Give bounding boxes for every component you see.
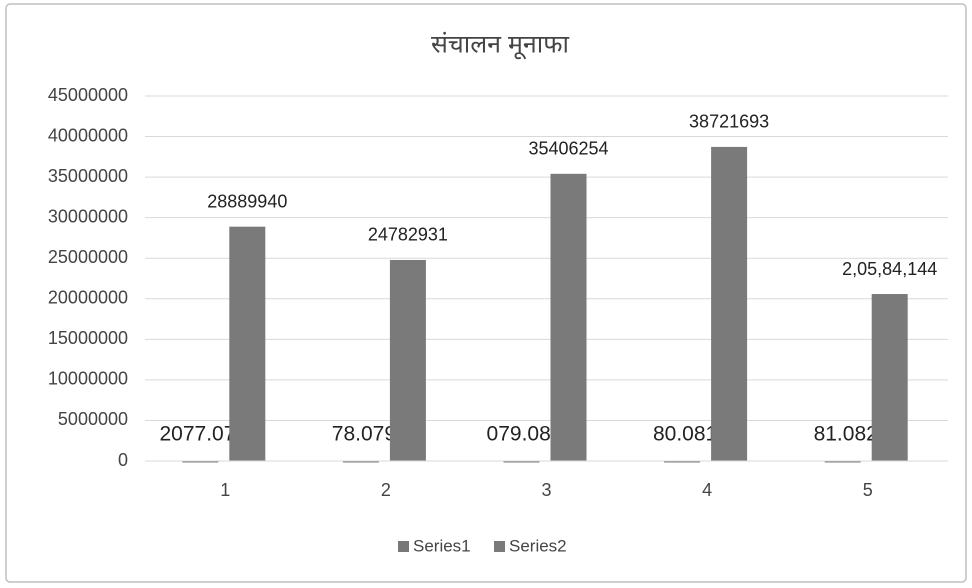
bar bbox=[389, 259, 426, 461]
data-label: 81.082 bbox=[814, 423, 878, 446]
y-tick-label: 35000000 bbox=[48, 166, 128, 186]
bar bbox=[342, 460, 379, 463]
y-tick-label: 5000000 bbox=[58, 409, 128, 429]
data-label: 24782931 bbox=[368, 225, 448, 245]
y-tick-label: 40000000 bbox=[48, 125, 128, 145]
data-label: 28889940 bbox=[207, 191, 287, 211]
legend-label: Series1 bbox=[413, 536, 471, 555]
bar bbox=[229, 226, 266, 461]
bar bbox=[503, 460, 540, 463]
y-tick-label: 30000000 bbox=[48, 206, 128, 226]
bar bbox=[550, 173, 587, 462]
y-tick-label: 0 bbox=[118, 450, 128, 470]
y-tick-label: 45000000 bbox=[48, 85, 128, 105]
data-label: 2,05,84,144 bbox=[842, 259, 937, 279]
data-label: 38721693 bbox=[689, 112, 769, 132]
y-tick-label: 10000000 bbox=[48, 369, 128, 389]
legend-swatch bbox=[398, 541, 409, 552]
x-tick-label: 2 bbox=[381, 480, 391, 500]
bar bbox=[711, 146, 748, 461]
x-tick-label: 1 bbox=[220, 480, 230, 500]
data-label: 2077.078 bbox=[160, 423, 248, 446]
data-label: 80.081 bbox=[653, 423, 717, 446]
bar bbox=[182, 460, 219, 463]
chart-title: संचालन मूनाफा bbox=[431, 31, 570, 60]
x-tick-label: 4 bbox=[702, 480, 712, 500]
x-tick-label: 3 bbox=[541, 480, 551, 500]
data-label: 78.079 bbox=[332, 423, 396, 446]
legend-label: Series2 bbox=[509, 536, 567, 555]
x-tick-label: 5 bbox=[863, 480, 873, 500]
data-label: 079.080 bbox=[487, 423, 563, 446]
bar bbox=[871, 294, 908, 461]
y-tick-label: 20000000 bbox=[48, 288, 128, 308]
bar bbox=[824, 460, 861, 463]
y-tick-label: 15000000 bbox=[48, 328, 128, 348]
data-label: 35406254 bbox=[528, 139, 608, 159]
bar bbox=[664, 460, 701, 463]
legend-swatch bbox=[494, 541, 505, 552]
chart-border bbox=[5, 3, 967, 583]
y-tick-label: 25000000 bbox=[48, 247, 128, 267]
